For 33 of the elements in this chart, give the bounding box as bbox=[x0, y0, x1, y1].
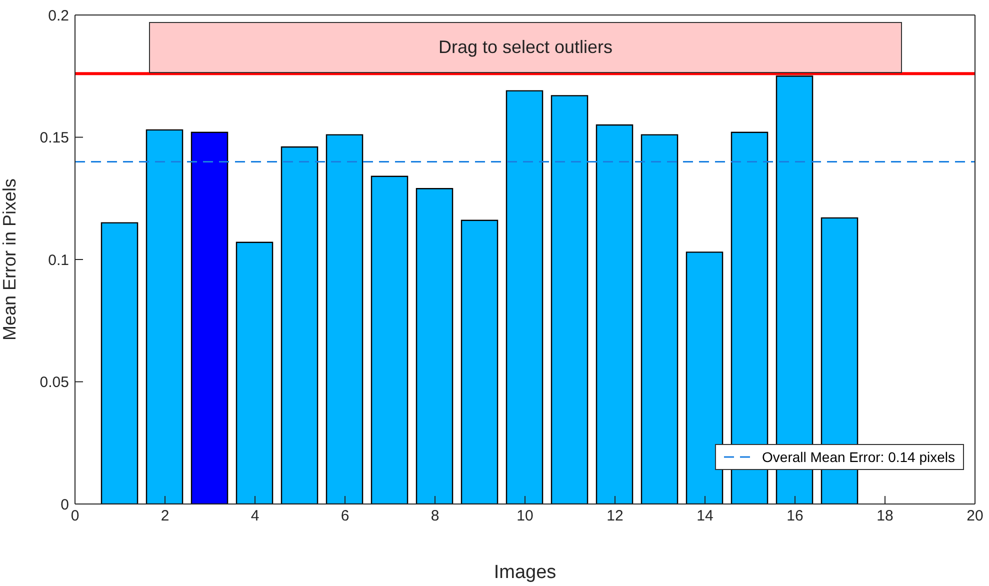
selection-box: Drag to select outliers bbox=[149, 22, 902, 73]
x-tick-label: 10 bbox=[516, 508, 534, 525]
bar bbox=[100, 222, 138, 504]
bar bbox=[686, 252, 724, 504]
x-axis-title: Images bbox=[494, 562, 556, 583]
bar bbox=[596, 124, 634, 504]
bar bbox=[370, 176, 408, 504]
bar bbox=[326, 134, 364, 504]
x-tick-label: 6 bbox=[340, 508, 350, 525]
x-tick-label: 14 bbox=[696, 508, 714, 525]
bar bbox=[460, 220, 498, 504]
bar bbox=[190, 132, 228, 504]
legend-label: Overall Mean Error: 0.14 pixels bbox=[762, 449, 955, 465]
bar bbox=[280, 146, 318, 504]
bar bbox=[550, 95, 588, 504]
bar bbox=[236, 242, 274, 504]
x-tick-label: 20 bbox=[966, 508, 984, 525]
y-tick-label: 0 bbox=[60, 496, 69, 514]
x-tick-label: 2 bbox=[160, 508, 170, 525]
y-tick-label: 0.1 bbox=[48, 252, 69, 269]
y-tick-label: 0.15 bbox=[40, 130, 69, 147]
bar bbox=[506, 90, 544, 504]
bar bbox=[640, 134, 678, 504]
x-tick-label: 8 bbox=[430, 508, 440, 525]
x-tick-label: 12 bbox=[606, 508, 624, 525]
y-axis-title: Mean Error in Pixels bbox=[0, 178, 20, 341]
y-tick-label: 0.2 bbox=[48, 7, 69, 24]
x-tick-label: 18 bbox=[876, 508, 894, 525]
x-tick-label: 16 bbox=[786, 508, 804, 525]
x-tick-label: 4 bbox=[250, 508, 260, 525]
y-tick-label: 0.05 bbox=[40, 374, 69, 392]
bar bbox=[416, 188, 454, 504]
bar bbox=[146, 129, 184, 504]
